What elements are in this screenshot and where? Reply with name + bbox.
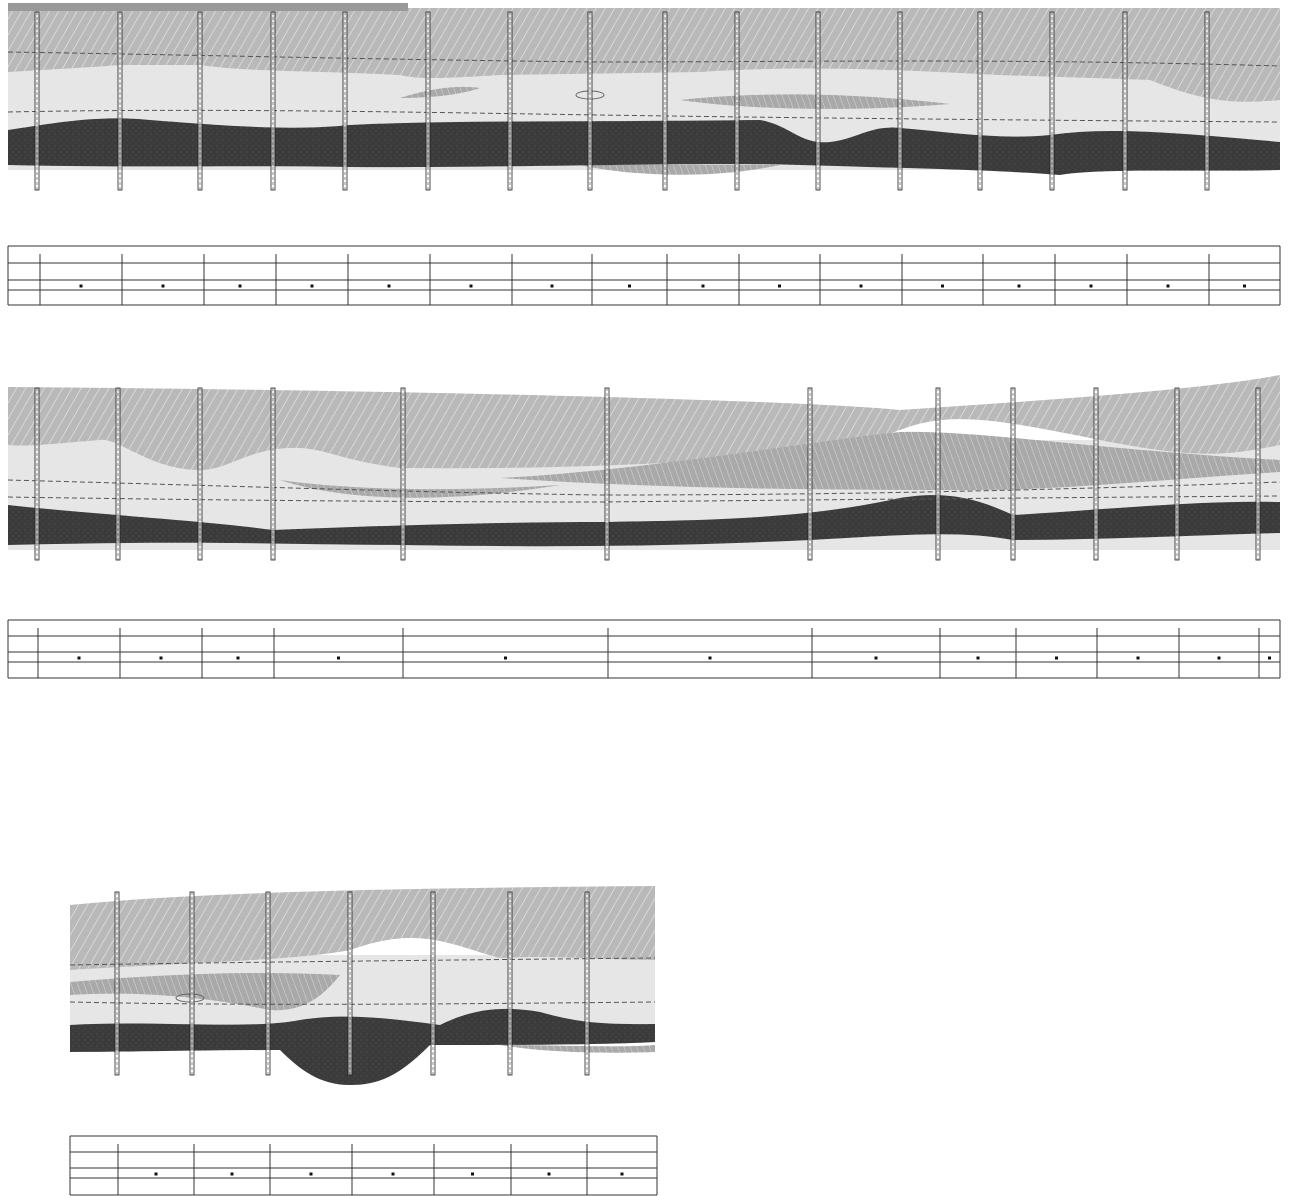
log-strip-2 [8, 620, 1280, 678]
strip-dot [155, 1173, 158, 1176]
strip-dot [977, 657, 980, 660]
strip-dot [80, 285, 83, 288]
strip-dot [388, 285, 391, 288]
strip-dot [504, 657, 507, 660]
strip-dot [237, 657, 240, 660]
lens [500, 1045, 655, 1053]
log-strip-3 [70, 1136, 657, 1195]
strip-dot [160, 657, 163, 660]
strip-dot [1243, 285, 1246, 288]
strip-dot [709, 657, 712, 660]
strip-dot [778, 285, 781, 288]
strip-dot [310, 1173, 313, 1176]
top-layer [8, 3, 408, 11]
strip-dot [392, 1173, 395, 1176]
cross-section-figure [0, 0, 1290, 1196]
strip-dot [470, 285, 473, 288]
strip-dot [337, 657, 340, 660]
section-3 [70, 886, 655, 1085]
page: (() => { const data = JSON.parse(documen… [0, 0, 1290, 1196]
strip-dot [941, 285, 944, 288]
strip-dot [860, 285, 863, 288]
strip-dot [1018, 285, 1021, 288]
strip-dot [621, 1173, 624, 1176]
strip-dot [471, 1173, 474, 1176]
strip-dot [78, 657, 81, 660]
strip-dot [1218, 657, 1221, 660]
strip-dot [1137, 657, 1140, 660]
strip-dot [548, 1173, 551, 1176]
strip-dot [162, 285, 165, 288]
lens [580, 165, 780, 175]
strip-dot [875, 657, 878, 660]
strip-dot [311, 285, 314, 288]
strip-dot [628, 285, 631, 288]
strip-dot [1055, 657, 1058, 660]
strip-dot [1090, 285, 1093, 288]
strip-dot [239, 285, 242, 288]
strip-dot [1167, 285, 1170, 288]
log-strip-1 [8, 246, 1280, 305]
strip-dot [551, 285, 554, 288]
strip-dot [1268, 657, 1271, 660]
strip-dot [702, 285, 705, 288]
strip-dot [231, 1173, 234, 1176]
